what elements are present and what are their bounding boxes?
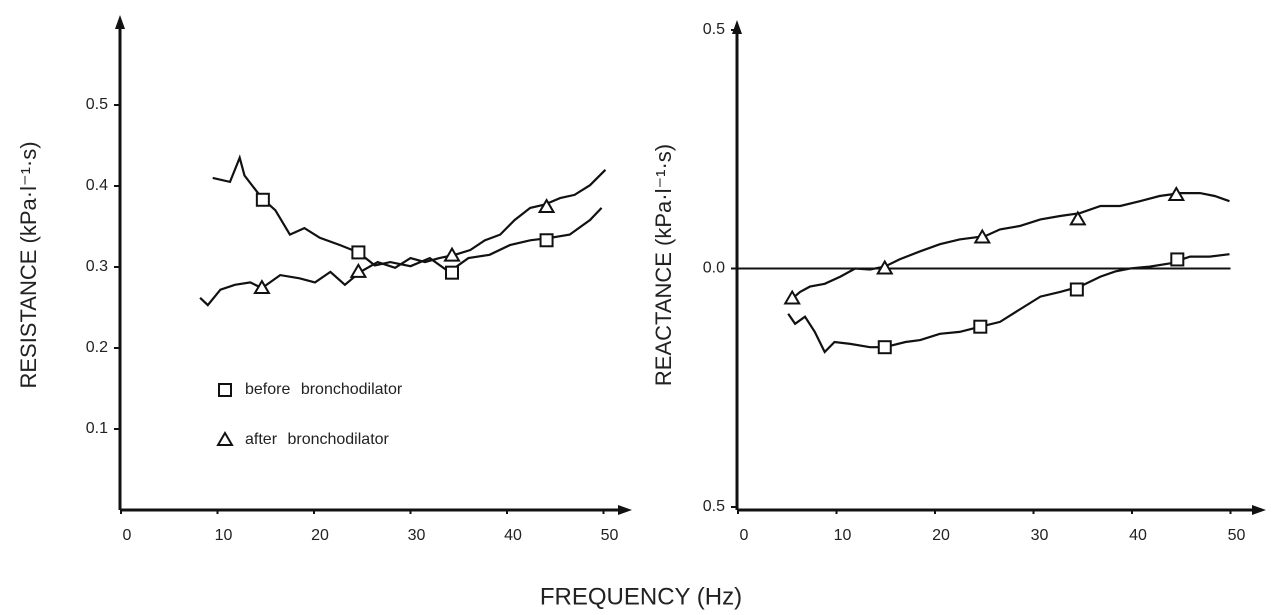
x-tick-label: 20 — [311, 527, 329, 544]
marker — [876, 259, 894, 275]
legend-label: after bronchodilator — [245, 431, 390, 448]
marker — [443, 246, 461, 262]
marker — [1170, 252, 1185, 267]
x-axis-arrow — [1252, 505, 1266, 515]
x-axis-arrow — [618, 505, 632, 515]
y-axis-label: REACTANCE (kPa·l⁻¹·s) — [651, 144, 676, 386]
x-tick-label: 0 — [740, 527, 749, 544]
marker — [539, 233, 554, 248]
data-line — [791, 192, 1230, 300]
y-tick-label: 0.0 — [703, 260, 725, 277]
marker — [973, 228, 992, 244]
y-tick-label: 0.5 — [86, 96, 108, 113]
x-tick-label: 10 — [215, 527, 233, 544]
y-tick-label: 0.1 — [86, 420, 108, 437]
marker — [1069, 282, 1084, 297]
marker — [783, 289, 801, 305]
marker — [253, 279, 271, 295]
y-axis-label: RESISTANCE (kPa·l⁻¹·s) — [16, 141, 41, 388]
x-tick-label: 10 — [834, 527, 852, 544]
x-tick-label: 30 — [1031, 527, 1049, 544]
y-tick-label: 0.5 — [703, 498, 725, 515]
y-axis-arrow — [115, 15, 125, 29]
x-tick-label: 50 — [1228, 527, 1246, 544]
y-tick-label: 0.2 — [86, 339, 108, 356]
marker — [537, 198, 556, 214]
legend-label: before bronchodilator — [245, 381, 403, 398]
y-tick-label: 0.3 — [86, 258, 108, 275]
marker — [1167, 186, 1186, 202]
marker — [877, 340, 892, 355]
data-line — [199, 169, 607, 307]
x-tick-label: 20 — [932, 527, 950, 544]
x-tick-label: 40 — [1129, 527, 1147, 544]
marker — [255, 192, 270, 207]
marker — [349, 262, 368, 278]
marker — [1069, 210, 1087, 226]
marker — [973, 319, 988, 334]
y-tick-label: 0.5 — [703, 21, 725, 38]
x-tick-label: 0 — [123, 527, 132, 544]
x-tick-label: 40 — [504, 527, 522, 544]
y-tick-label: 0.4 — [86, 177, 108, 194]
x-axis-label: FREQUENCY (Hz) — [540, 583, 742, 610]
legend-symbol — [218, 383, 232, 397]
x-tick-label: 30 — [408, 527, 426, 544]
y-axis-arrow — [732, 20, 742, 34]
x-tick-label: 50 — [601, 527, 619, 544]
data-line — [212, 154, 603, 274]
legend-symbol — [216, 431, 234, 446]
marker — [351, 245, 366, 260]
marker — [444, 265, 459, 280]
